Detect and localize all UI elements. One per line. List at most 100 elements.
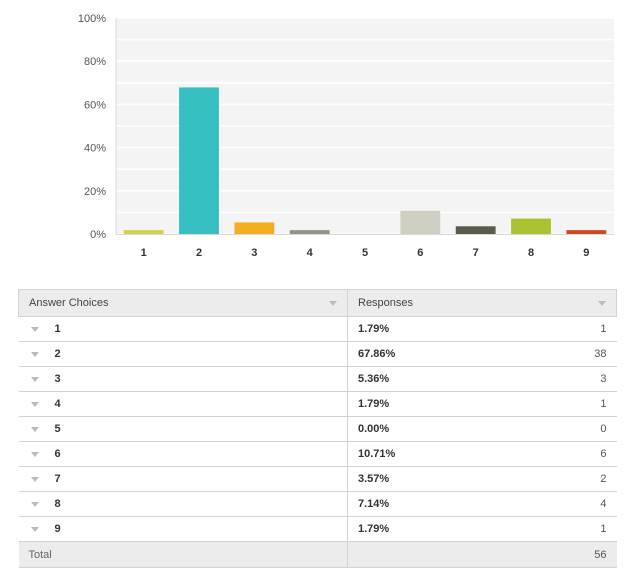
y-tick-label: 20%	[84, 186, 106, 198]
response-percent: 1.79%	[358, 523, 390, 535]
y-tick-label: 40%	[84, 143, 106, 155]
response-count: 0	[600, 423, 607, 435]
answer-choice-label: 3	[54, 373, 61, 385]
bar-2[interactable]	[179, 87, 219, 235]
bar-1[interactable]	[123, 230, 164, 234]
response-cell: 1.79% 1	[347, 316, 617, 342]
response-cell: 1.79% 1	[347, 516, 617, 542]
response-count: 1	[600, 323, 607, 335]
bar-4[interactable]	[289, 230, 330, 234]
table-row: 2 67.86% 38	[18, 341, 617, 367]
answer-choice-cell: 1	[18, 316, 348, 342]
x-tick-label: 2	[196, 247, 202, 259]
bar-3[interactable]	[234, 222, 275, 234]
expand-caret-icon[interactable]	[30, 351, 39, 357]
x-tick-label: 1	[141, 247, 147, 259]
x-tick-label: 7	[473, 247, 479, 259]
x-tick-label: 5	[362, 247, 368, 259]
answer-choice-cell: 5	[18, 416, 348, 442]
x-tick-label: 3	[251, 247, 257, 259]
expand-caret-icon[interactable]	[30, 451, 39, 457]
answer-choice-label: 7	[54, 473, 61, 485]
expand-caret-icon[interactable]	[30, 401, 39, 407]
x-axis-ticks: 1 2 3 4 5 6 7 8 9	[141, 247, 590, 259]
response-percent: 7.14%	[358, 498, 390, 510]
total-label: Total	[28, 548, 52, 561]
total-count: 56	[594, 548, 607, 561]
expand-caret-icon[interactable]	[30, 426, 39, 432]
chart-bars	[123, 87, 607, 235]
response-cell: 10.71% 6	[347, 441, 617, 467]
response-cell: 7.14% 4	[347, 491, 617, 517]
response-count: 1	[600, 398, 607, 410]
expand-caret-icon[interactable]	[30, 376, 39, 382]
response-count: 4	[600, 498, 607, 510]
answer-choices-header[interactable]: Answer Choices	[18, 289, 348, 317]
answer-choice-cell: 6	[18, 441, 348, 467]
expand-caret-icon[interactable]	[30, 526, 39, 532]
response-percent: 67.86%	[358, 348, 396, 360]
answer-choice-label: 1	[54, 323, 61, 335]
y-tick-label: 80%	[84, 56, 106, 68]
bar-9[interactable]	[566, 230, 607, 234]
sort-caret-icon[interactable]	[329, 301, 337, 306]
response-percent: 0.00%	[358, 423, 390, 435]
x-tick-label: 8	[528, 247, 534, 259]
response-cell: 0.00% 0	[347, 416, 617, 442]
total-label-cell: Total	[18, 541, 348, 568]
answer-choice-cell: 4	[18, 391, 348, 417]
sort-caret-icon[interactable]	[598, 301, 606, 306]
answer-choice-label: 9	[54, 523, 61, 535]
response-cell: 3.57% 2	[347, 466, 617, 492]
table-row: 1 1.79% 1	[18, 316, 617, 342]
answer-choice-label: 6	[54, 448, 61, 460]
table-row: 7 3.57% 2	[18, 466, 617, 492]
answer-choice-cell: 2	[18, 341, 348, 367]
responses-table: Answer Choices Responses 1 1.79% 1 2 67.86% 3…	[18, 289, 617, 568]
response-count: 3	[600, 373, 607, 385]
y-axis-ticks: 0% 20% 40% 60% 80% 100%	[78, 13, 106, 241]
response-cell: 1.79% 1	[347, 391, 617, 417]
response-percent: 3.57%	[358, 473, 390, 485]
x-tick-label: 9	[583, 247, 589, 259]
response-percent: 1.79%	[358, 323, 390, 335]
responses-header[interactable]: Responses	[347, 289, 617, 317]
table-row: 9 1.79% 1	[18, 516, 617, 542]
y-tick-label: 60%	[84, 99, 106, 111]
answer-choices-header-label: Answer Choices	[29, 297, 109, 309]
answer-choice-cell: 7	[18, 466, 348, 492]
x-tick-label: 4	[307, 247, 314, 259]
table-body: 1 1.79% 1 2 67.86% 38 3 5.36% 3 4 1.79% 1 5 0.00% 0 6 10…	[18, 316, 617, 542]
answer-choice-cell: 9	[18, 516, 348, 542]
responses-header-label: Responses	[358, 297, 414, 309]
answer-choice-cell: 8	[18, 491, 348, 517]
response-percent: 1.79%	[358, 398, 390, 410]
answer-choice-cell: 3	[18, 366, 348, 392]
total-count-cell: 56	[347, 541, 617, 568]
y-tick-label: 100%	[78, 13, 106, 25]
response-count: 6	[600, 448, 607, 460]
response-percent: 10.71%	[358, 448, 396, 460]
x-tick-label: 6	[417, 247, 423, 259]
answer-choice-label: 8	[54, 498, 61, 510]
table-header-row: Answer Choices Responses	[18, 289, 617, 317]
bar-7[interactable]	[455, 226, 496, 234]
answer-choice-label: 5	[54, 423, 61, 435]
response-percent: 5.36%	[358, 373, 390, 385]
expand-caret-icon[interactable]	[30, 501, 39, 507]
response-bar-chart: 0% 20% 40% 60% 80% 100% 1 2 3 4 5 6 7 8 9	[78, 13, 614, 259]
table-row: 4 1.79% 1	[18, 391, 617, 417]
y-tick-label: 0%	[90, 229, 106, 241]
bar-8[interactable]	[511, 218, 551, 234]
expand-caret-icon[interactable]	[30, 476, 39, 482]
response-count: 38	[594, 348, 607, 360]
answer-choice-label: 2	[54, 348, 61, 360]
expand-caret-icon[interactable]	[30, 326, 39, 332]
answer-choice-label: 4	[54, 398, 61, 410]
response-count: 2	[600, 473, 607, 485]
response-cell: 5.36% 3	[347, 366, 617, 392]
response-cell: 67.86% 38	[347, 341, 617, 367]
table-row: 3 5.36% 3	[18, 366, 617, 392]
table-row: 6 10.71% 6	[18, 441, 617, 467]
bar-6[interactable]	[400, 210, 441, 234]
